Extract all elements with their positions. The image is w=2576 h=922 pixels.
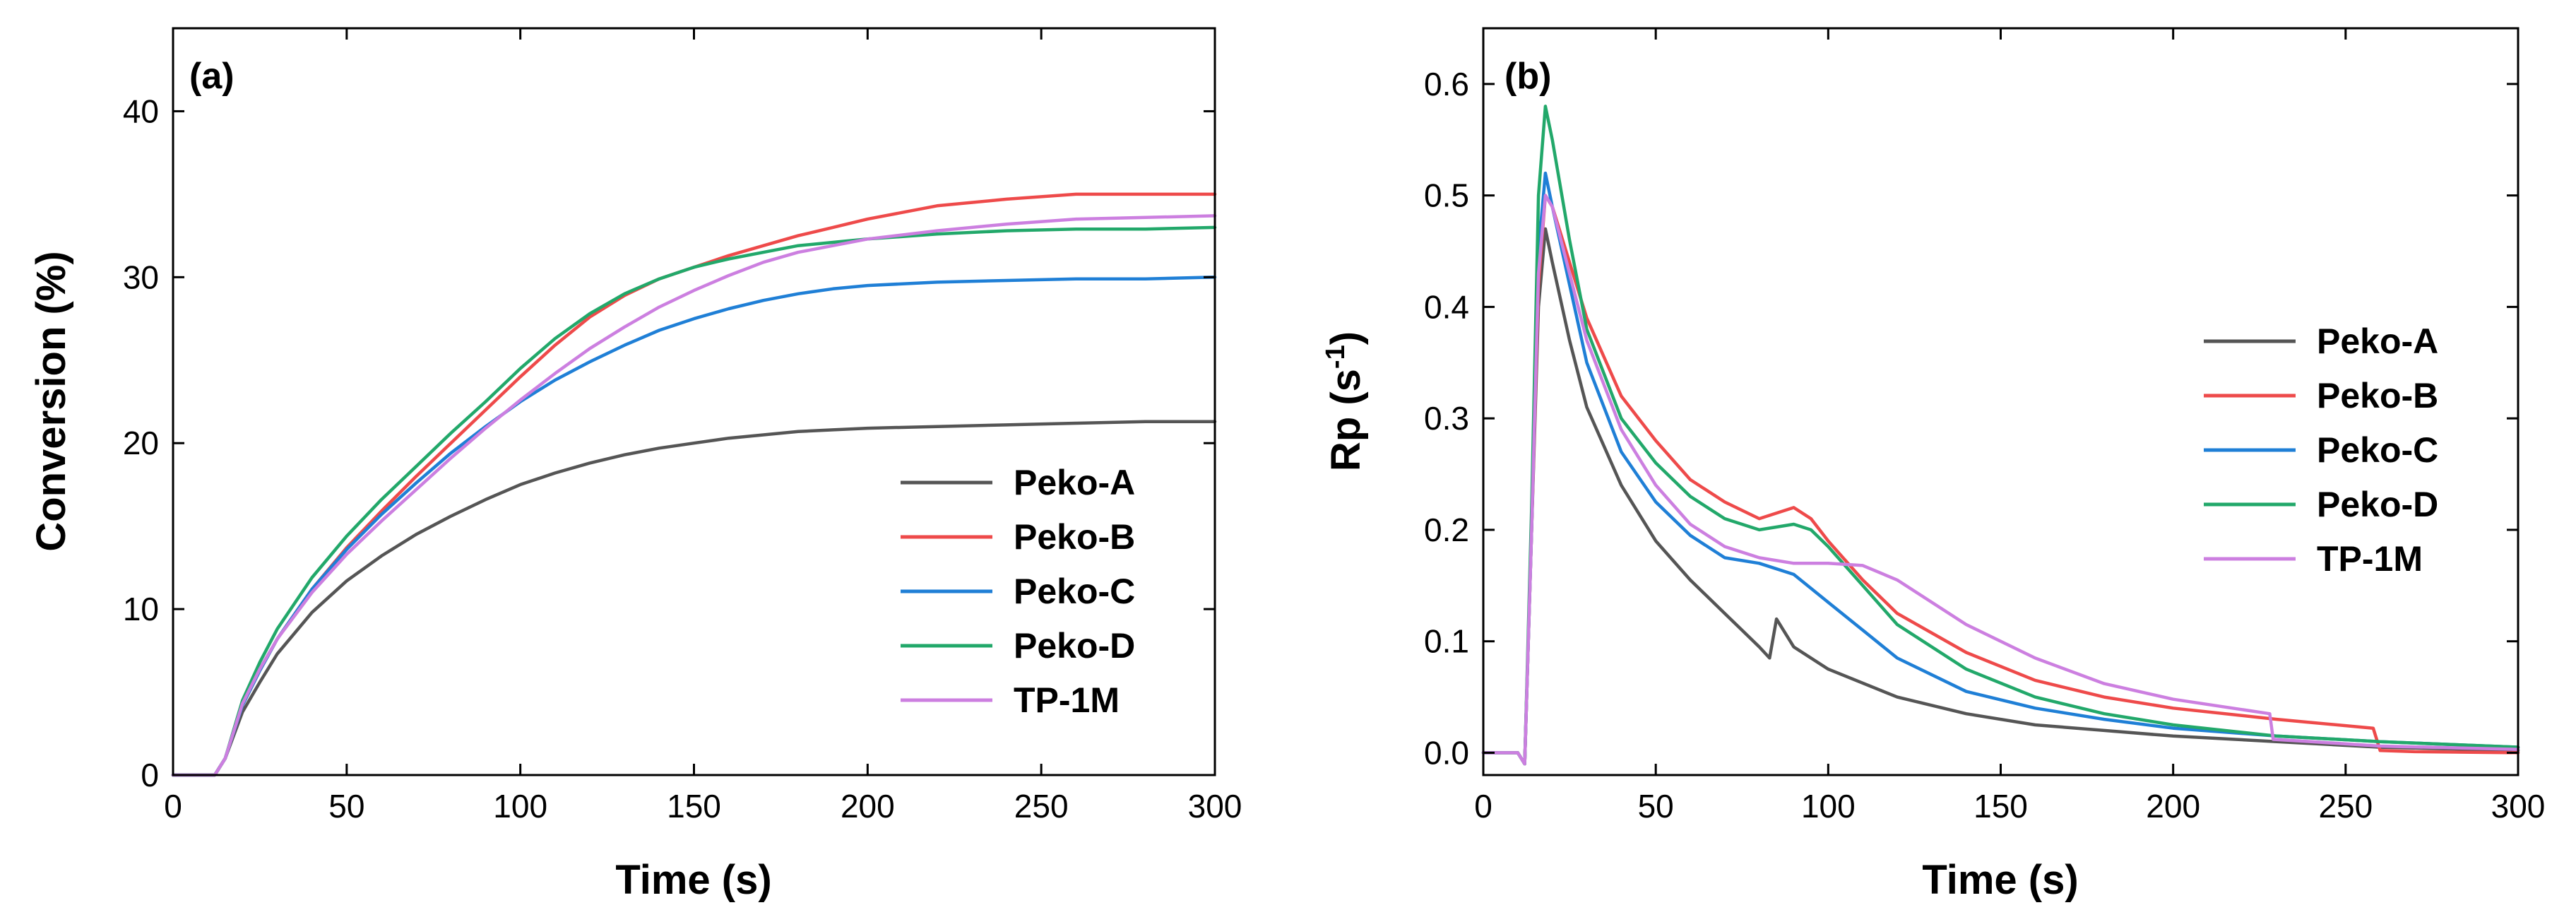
panel-b-y-tick-label: 0.6 — [1424, 66, 1469, 102]
panel-a-y-ticks: 0 10 20 30 40 — [123, 93, 1215, 793]
panel-b-x-axis-title: Time (s) — [1922, 857, 2078, 903]
panel-a-y-tick-label: 10 — [123, 591, 159, 627]
panel-b-y-tick-label: 0.5 — [1424, 177, 1469, 214]
panel-a-legend-label-tp-1m: TP-1M — [1014, 680, 1120, 720]
panel-b-x-tick-label: 150 — [1973, 788, 2028, 825]
panel-a-series-line-peko-d — [171, 225, 1217, 777]
panel-a-y-tick-label: 40 — [123, 93, 159, 129]
panel-b-legend: Peko-A Peko-B Peko-C Peko-D TP-1M — [2204, 321, 2438, 579]
panel-a-y-axis-title: Conversion (%) — [28, 251, 74, 551]
panel-b-y-tick-label: 0.3 — [1424, 400, 1469, 437]
panel-a-y-tick-label: 0 — [141, 757, 159, 793]
panel-b-y-tick-label: 0.2 — [1424, 512, 1469, 548]
panel-a-legend-label-peko-d: Peko-D — [1014, 626, 1135, 666]
panel-b-x-tick-label: 100 — [1801, 788, 1856, 825]
panel-b-y-axis-title-superscript: -1 — [1321, 345, 1351, 369]
panel-a-x-tick-label: 0 — [164, 788, 182, 825]
panel-a-series-line-tp-1m — [171, 214, 1217, 777]
panel-b-legend-label-peko-a: Peko-A — [2317, 321, 2438, 361]
panel-a-x-tick-label: 250 — [1014, 788, 1069, 825]
panel-a-legend-label-peko-a: Peko-A — [1014, 463, 1135, 502]
panel-a-x-tick-label: 200 — [841, 788, 895, 825]
panel-b-rate-chart: 0 50 100 150 200 250 300 0.0 0.1 0.2 0.3 0.4 0.5 0.6… — [1321, 27, 2545, 903]
panel-a-series-line-peko-a — [171, 420, 1217, 777]
panel-a-legend-label-peko-c: Peko-C — [1014, 572, 1135, 611]
panel-b-y-tick-label: 0.4 — [1424, 288, 1469, 325]
panel-b-x-tick-label: 200 — [2146, 788, 2200, 825]
panel-b-y-axis-title-suffix: ) — [1323, 331, 1369, 345]
panel-b-legend-label-peko-d: Peko-D — [2317, 485, 2438, 524]
panel-b-y-axis-title-main: Rp (s — [1323, 369, 1369, 471]
panel-b-series-line-peko-d — [1481, 105, 2520, 766]
panel-a-legend-label-peko-b: Peko-B — [1014, 517, 1135, 557]
panel-b-legend-label-tp-1m: TP-1M — [2317, 539, 2423, 579]
panel-a-x-tick-label: 100 — [493, 788, 547, 825]
panel-b-x-ticks: 0 50 100 150 200 250 300 — [1474, 28, 2545, 825]
panel-b-x-tick-label: 0 — [1474, 788, 1492, 825]
panel-b-y-tick-label: 0.1 — [1424, 623, 1469, 660]
panel-a-conversion-chart: 0 50 100 150 200 250 300 0 10 20 30 40 (a) Time (s… — [28, 27, 1242, 903]
panel-b-x-tick-label: 50 — [1638, 788, 1674, 825]
panel-b-y-ticks: 0.0 0.1 0.2 0.3 0.4 0.5 0.6 — [1424, 66, 2518, 771]
panel-a-x-tick-label: 150 — [667, 788, 721, 825]
panel-b-y-axis-title: Rp (s-1) — [1321, 331, 1369, 471]
panel-b-legend-label-peko-b: Peko-B — [2317, 376, 2438, 415]
panel-a-legend: Peko-A Peko-B Peko-C Peko-D TP-1M — [901, 463, 1135, 720]
panel-a-x-ticks: 0 50 100 150 200 250 300 — [164, 28, 1242, 825]
panel-b-label: (b) — [1504, 56, 1551, 97]
panel-a-series-group — [171, 192, 1217, 777]
panel-a-x-tick-label: 50 — [328, 788, 364, 825]
panel-b-x-tick-label: 300 — [2491, 788, 2546, 825]
panel-b-series-line-tp-1m — [1481, 194, 2520, 766]
panel-a-y-tick-label: 30 — [123, 259, 159, 295]
panel-b-x-tick-label: 250 — [2318, 788, 2373, 825]
panel-a-y-tick-label: 20 — [123, 425, 159, 461]
panel-a-x-tick-label: 300 — [1188, 788, 1242, 825]
panel-a-x-axis-title: Time (s) — [615, 857, 771, 903]
panel-b-legend-label-peko-c: Peko-C — [2317, 430, 2438, 470]
panel-a-label: (a) — [189, 56, 235, 97]
panel-b-series-group — [1481, 105, 2520, 766]
panel-b-y-tick-label: 0.0 — [1424, 734, 1469, 771]
